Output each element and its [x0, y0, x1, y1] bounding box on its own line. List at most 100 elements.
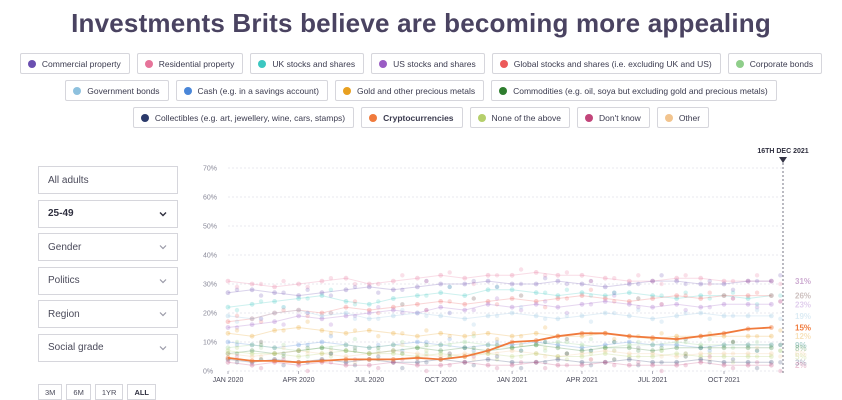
data-point [319, 278, 325, 284]
data-point [707, 348, 712, 353]
data-point [447, 351, 452, 356]
data-point [612, 363, 617, 368]
data-point [564, 281, 570, 287]
data-point [462, 281, 468, 287]
legend-item-gold-and-other-precious-metals[interactable]: Gold and other precious metals [334, 80, 485, 101]
data-point [471, 322, 476, 327]
data-point [366, 362, 372, 368]
data-point [778, 293, 783, 298]
data-point [225, 359, 231, 365]
data-point [281, 278, 286, 284]
data-point [400, 348, 405, 353]
data-point [564, 351, 570, 356]
data-point [424, 368, 429, 374]
data-point [650, 362, 655, 368]
legend-item-don-t-know[interactable]: Don't know [577, 107, 650, 128]
series-end-label: 8% [795, 344, 807, 353]
gender-select[interactable]: Gender [38, 233, 178, 261]
data-point [768, 333, 774, 339]
data-point [721, 333, 727, 339]
politics-select[interactable]: Politics [38, 266, 178, 295]
data-point [509, 362, 515, 368]
data-point [352, 345, 358, 350]
data-point [343, 354, 349, 359]
legend-item-label: None of the above [491, 112, 562, 123]
data-point [462, 293, 468, 298]
data-point [542, 273, 548, 278]
data-point [296, 281, 302, 287]
legend-item-us-stocks-and-shares[interactable]: US stocks and shares [371, 53, 485, 74]
data-point [414, 362, 420, 368]
legend-item-residential-property[interactable]: Residential property [136, 53, 244, 74]
data-point [414, 310, 420, 316]
age-select-label: 25-49 [48, 208, 74, 219]
data-point [376, 305, 381, 310]
data-point [533, 299, 539, 304]
data-point [296, 348, 302, 354]
data-point [588, 363, 594, 368]
data-point [414, 345, 420, 351]
data-point [305, 310, 310, 316]
data-point [225, 351, 231, 356]
data-point [518, 348, 524, 353]
data-point [564, 336, 570, 342]
data-point [305, 287, 310, 292]
data-point [730, 296, 736, 301]
data-point [328, 276, 334, 281]
data-point [626, 313, 632, 319]
legend-item-uk-stocks-and-shares[interactable]: UK stocks and shares [250, 53, 365, 74]
data-point [438, 362, 444, 368]
data-point [352, 299, 358, 304]
data-point [674, 293, 680, 298]
legend-item-commodities-e-g-oil-soya-but-excluding-g[interactable]: Commodities (e.g. oil, soya but excludin… [491, 80, 777, 101]
legend-item-corporate-bonds[interactable]: Corporate bonds [727, 53, 823, 74]
legend-color-dot [144, 59, 153, 68]
legend-item-cryptocurrencies[interactable]: Cryptocurrencies [361, 107, 463, 128]
series-line [227, 350, 772, 358]
data-point [343, 310, 349, 316]
data-point [579, 281, 585, 287]
filter-panel: All adults 25-49 Gender Politics Region … [38, 166, 178, 367]
data-point [296, 354, 302, 359]
data-point [579, 301, 585, 307]
series-end-label: 12% [795, 332, 811, 341]
data-point [730, 365, 736, 371]
data-point [400, 273, 405, 278]
data-point [659, 360, 664, 365]
legend-item-cash-e-g-in-a-savings-account[interactable]: Cash (e.g. in a savings account) [175, 80, 328, 101]
data-point [626, 301, 632, 307]
data-point [328, 348, 334, 353]
population-select[interactable]: All adults [38, 166, 178, 194]
data-point [650, 348, 655, 354]
legend-item-global-stocks-and-shares-i-e-excluding-u[interactable]: Global stocks and shares (i.e. excluding… [491, 53, 721, 74]
data-point [564, 351, 570, 356]
legend-item-other[interactable]: Other [656, 107, 710, 128]
data-point [225, 313, 231, 319]
legend-item-commercial-property[interactable]: Commercial property [19, 53, 130, 74]
legend-item-none-of-the-above[interactable]: None of the above [469, 107, 571, 128]
chevron-down-icon [159, 345, 167, 350]
series-line [227, 295, 772, 323]
data-point [518, 307, 524, 313]
data-point [343, 287, 349, 293]
series-line [227, 358, 772, 363]
legend-row: Commercial property Residential property U… [0, 53, 842, 74]
data-point [319, 293, 325, 298]
data-point [390, 304, 396, 310]
legend-item-collectibles-e-g-art-jewellery-wine-cars[interactable]: Collectibles (e.g. art, jewellery, wine,… [132, 107, 355, 128]
data-point [707, 336, 712, 342]
data-point [533, 342, 539, 348]
age-select[interactable]: 25-49 [38, 199, 178, 228]
legend-item-government-bonds[interactable]: Government bonds [65, 80, 169, 101]
data-point [509, 304, 515, 310]
data-point [555, 339, 561, 345]
data-point [296, 325, 302, 330]
region-select[interactable]: Region [38, 300, 178, 328]
data-point [471, 296, 476, 301]
social-grade-select[interactable]: Social grade [38, 333, 178, 362]
data-point [414, 333, 420, 339]
data-point [258, 299, 264, 304]
legend-item-label: Gold and other precious metals [356, 85, 476, 96]
data-point [485, 299, 491, 304]
data-point [376, 290, 381, 295]
